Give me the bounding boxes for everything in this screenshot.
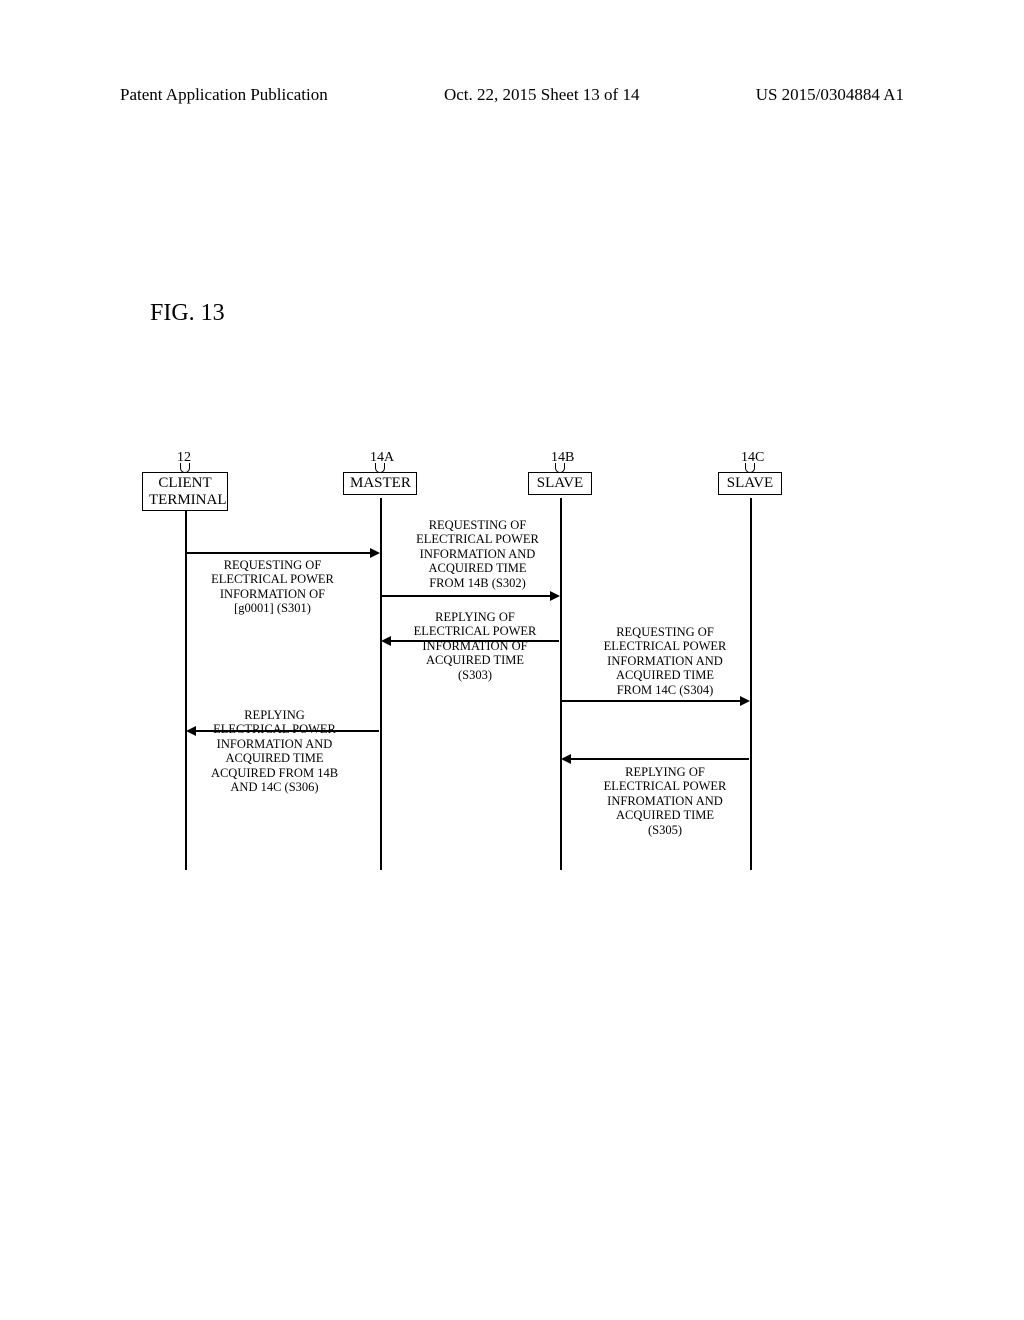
arrow-s304 (561, 700, 741, 702)
slave-b-label: SLAVE (537, 475, 583, 491)
slave-b-lifeline (560, 498, 562, 870)
arrow-s305 (570, 758, 749, 760)
figure-label: FIG. 13 (150, 300, 225, 327)
arrow-head-s304 (740, 696, 750, 706)
arrow-head-s301 (370, 548, 380, 558)
arrow-head-s303 (381, 636, 391, 646)
label-s306: REPLYING ELECTRICAL POWER INFORMATION AN… (197, 708, 352, 794)
label-s301: REQUESTING OF ELECTRICAL POWER INFORMATI… (205, 558, 340, 616)
slave-c-lifeline (750, 498, 752, 870)
sequence-diagram: 12 CLIENT TERMINAL 14A MASTER 14B SLAVE … (145, 450, 845, 870)
arrow-head-s305 (561, 754, 571, 764)
slave-b-box: SLAVE (528, 472, 592, 495)
label-s302: REQUESTING OF ELECTRICAL POWER INFORMATI… (410, 518, 545, 590)
slave-c-label: SLAVE (727, 475, 773, 491)
header-left: Patent Application Publication (120, 85, 328, 105)
master-box: MASTER (343, 472, 417, 495)
master-label: MASTER (350, 475, 411, 491)
slave-c-box: SLAVE (718, 472, 782, 495)
client-label: CLIENT TERMINAL (149, 475, 227, 508)
arrow-head-s302 (550, 591, 560, 601)
label-s304: REQUESTING OF ELECTRICAL POWER INFORMATI… (595, 625, 735, 697)
client-box: CLIENT TERMINAL (142, 472, 228, 511)
label-s303: REPLYING OF ELECTRICAL POWER INFORMATION… (405, 610, 545, 682)
arrow-head-s306 (186, 726, 196, 736)
page-header: Patent Application Publication Oct. 22, … (0, 85, 1024, 105)
label-s305: REPLYING OF ELECTRICAL POWER INFROMATION… (595, 765, 735, 837)
header-center: Oct. 22, 2015 Sheet 13 of 14 (444, 85, 639, 105)
master-lifeline (380, 498, 382, 870)
header-right: US 2015/0304884 A1 (756, 85, 904, 105)
arrow-s302 (381, 595, 551, 597)
client-lifeline (185, 510, 187, 870)
arrow-s301 (186, 552, 371, 554)
